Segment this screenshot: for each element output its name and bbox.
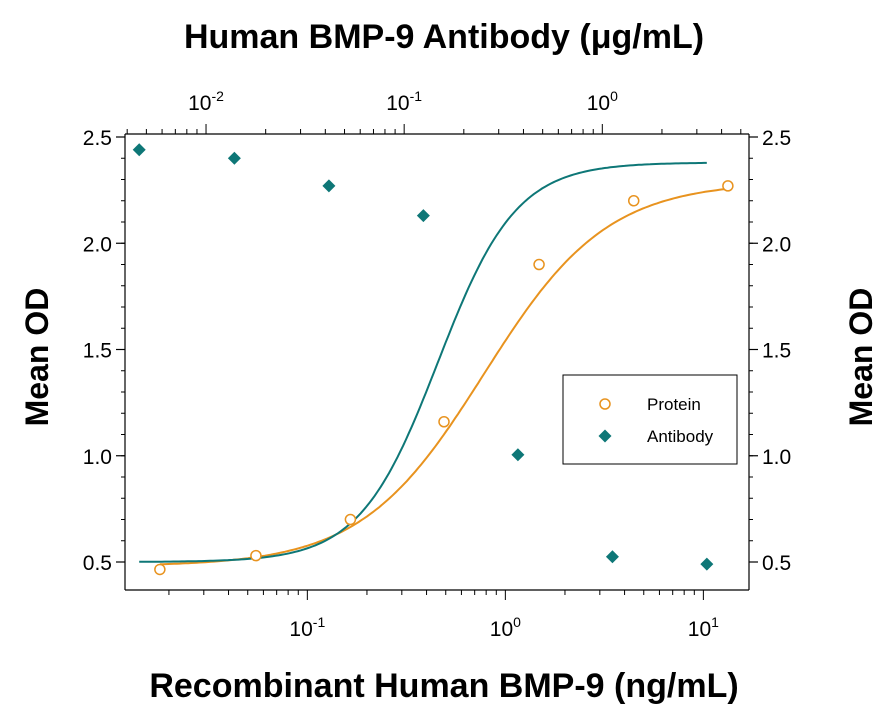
x-tick-label-bottom: 101 [688, 614, 719, 641]
y-tick-label-left: 0.5 [83, 552, 112, 575]
legend-label-antibody: Antibody [647, 427, 714, 446]
legend-marker-protein [599, 398, 611, 410]
data-point-antibody [322, 179, 336, 193]
legend-label-protein: Protein [647, 395, 701, 414]
y-tick-label-right: 1.5 [762, 340, 791, 363]
x-tick-label-top: 10-1 [386, 88, 422, 115]
axes-group: 0.5 0.5 1.0 1.0 1.5 1.5 2.0 2.0 2.5 2.5 10-1 100 101… [83, 88, 791, 641]
y-axis-label-right: Mean OD [843, 288, 879, 427]
legend-marker-antibody [598, 429, 612, 443]
y-tick-label-right: 0.5 [762, 552, 791, 575]
fit-curves-group [139, 161, 729, 566]
x-axis-label: Recombinant Human BMP-9 (ng/mL) [149, 667, 738, 705]
y-tick-label-right: 2.0 [762, 233, 791, 256]
data-point-antibody [132, 143, 146, 157]
y-tick-label-right: 1.0 [762, 446, 791, 469]
y-tick-label-left: 2.5 [83, 127, 112, 150]
y-tick-label-left: 2.0 [83, 233, 112, 256]
data-point-antibody [700, 557, 714, 571]
x-tick-label-bottom: 100 [490, 614, 521, 641]
data-point-protein [533, 258, 545, 271]
data-points-group [132, 143, 734, 576]
y-tick-label-left: 1.0 [83, 446, 112, 469]
y-tick-label-right: 2.5 [762, 127, 791, 150]
fit-curve-antibody [139, 161, 707, 563]
data-point-antibody [227, 151, 241, 165]
y-axis-label-left: Mean OD [19, 288, 55, 427]
legend: Protein Antibody [562, 374, 738, 465]
data-point-protein [154, 563, 166, 576]
legend-box [562, 374, 738, 465]
data-point-antibody [416, 209, 430, 223]
x-tick-label-bottom: 10-1 [289, 614, 325, 641]
data-point-protein [722, 180, 734, 192]
x-tick-label-top: 100 [587, 88, 618, 115]
data-point-antibody [511, 448, 525, 462]
data-point-protein [627, 195, 640, 207]
data-point-protein [438, 416, 450, 428]
data-point-protein [250, 549, 262, 562]
data-point-antibody [605, 550, 619, 564]
x-tick-label-top: 10-2 [188, 88, 224, 115]
data-point-protein [344, 513, 357, 526]
chart-title: Human BMP-9 Antibody (μg/mL) [184, 18, 704, 56]
y-tick-label-left: 1.5 [83, 340, 112, 363]
